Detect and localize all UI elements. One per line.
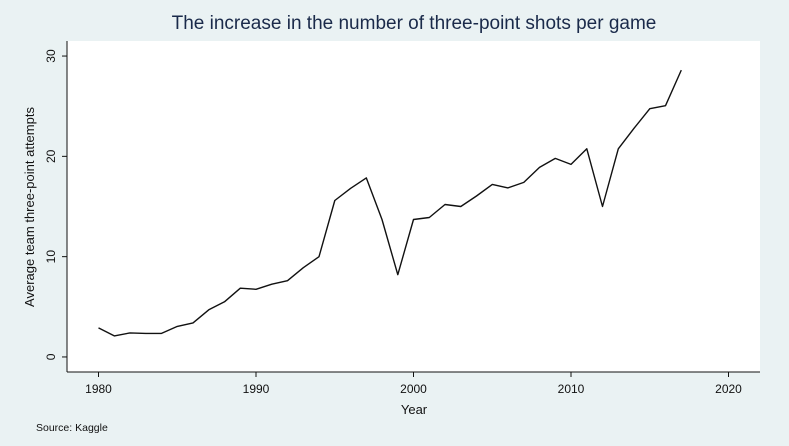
x-tick-label: 2020 <box>715 382 742 396</box>
x-axis-label: Year <box>401 402 428 417</box>
x-tick-label: 2000 <box>400 382 427 396</box>
x-tick-label: 1990 <box>243 382 270 396</box>
x-tick-label: 1980 <box>85 382 112 396</box>
y-tick-label: 30 <box>44 49 58 63</box>
chart-title: The increase in the number of three-poin… <box>172 13 657 34</box>
y-axis-label: Average team three-point attempts <box>22 107 37 307</box>
y-tick-label: 0 <box>44 353 58 360</box>
plot-area <box>67 41 760 372</box>
x-tick-label: 2010 <box>558 382 585 396</box>
y-tick-label: 20 <box>44 149 58 163</box>
source-note: Source: Kaggle <box>36 422 108 434</box>
series-line <box>98 69 682 337</box>
ticks: 1980 1990 2000 2010 2020 0 10 20 30 <box>44 49 742 396</box>
y-tick-label: 10 <box>44 250 58 264</box>
